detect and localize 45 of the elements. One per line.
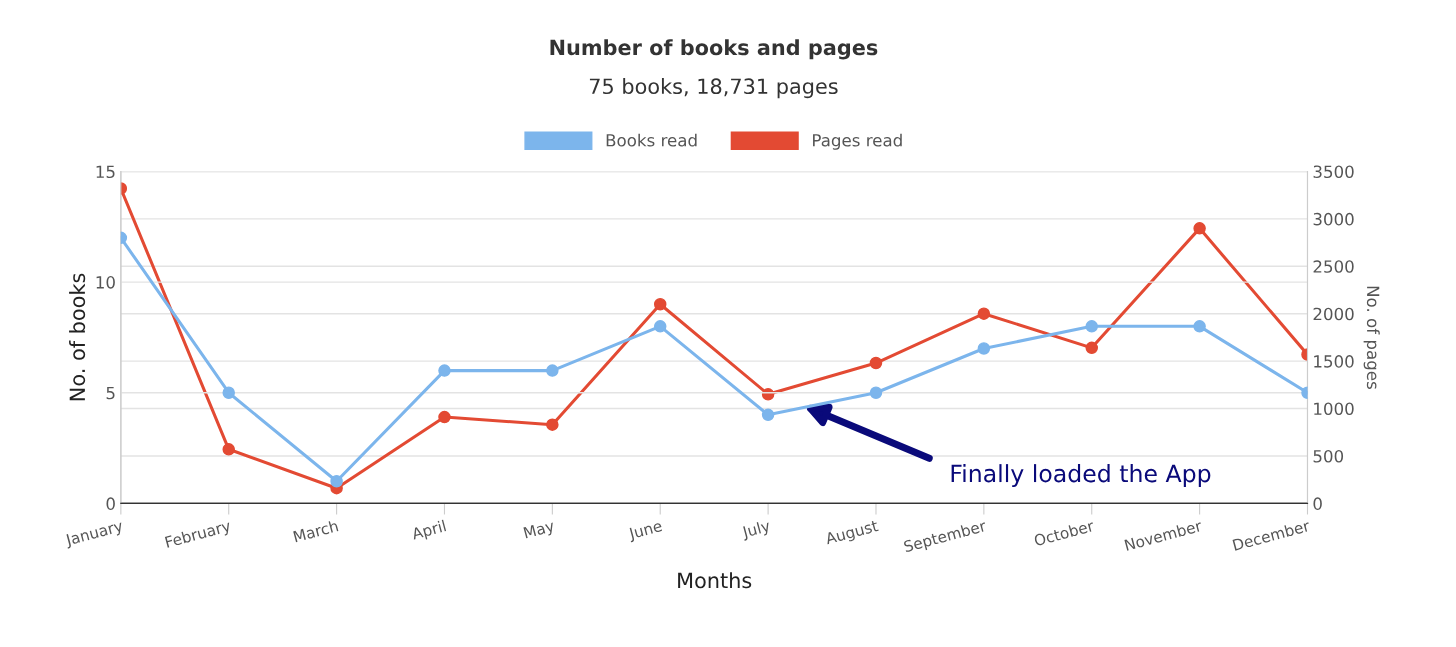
- point: [546, 418, 559, 431]
- point: [1193, 320, 1206, 333]
- y-tick-label: 0: [106, 497, 115, 510]
- y2-tick-label: 2500: [1313, 260, 1354, 273]
- y2-tick-label: 2000: [1313, 307, 1354, 321]
- y2-axis-title: No. of pages: [1363, 286, 1380, 389]
- x-axis-title: Months: [678, 572, 752, 589]
- x-tick-label: April: [410, 519, 447, 543]
- y2-tick-label: 3000: [1313, 212, 1354, 226]
- y2-tick-label: 3500: [1313, 165, 1354, 179]
- chart-subtitle: 75 books, 18,731 pages: [589, 77, 838, 99]
- x-tick-label: October: [1033, 519, 1095, 547]
- point: [1085, 341, 1098, 355]
- point: [761, 408, 775, 422]
- x-tick-label: March: [293, 519, 339, 543]
- point: [869, 356, 883, 370]
- point: [869, 386, 883, 399]
- legend-label: Books read: [606, 133, 697, 147]
- point: [977, 342, 991, 355]
- point: [330, 474, 343, 488]
- point: [977, 307, 991, 320]
- point: [1085, 320, 1098, 333]
- point: [546, 364, 559, 377]
- point: [438, 410, 451, 424]
- y-tick-label: 15: [96, 165, 115, 179]
- x-tick-label: July: [740, 519, 772, 541]
- x-tick-label: May: [523, 519, 556, 542]
- point: [222, 386, 235, 399]
- chart-title: Number of books and pages: [550, 39, 878, 60]
- x-tick-label: June: [627, 520, 664, 543]
- y2-tick-label: 1000: [1314, 402, 1354, 416]
- point: [653, 320, 667, 333]
- y2-tick-label: 0: [1313, 497, 1322, 510]
- annotation: Finally loaded the App: [951, 464, 1211, 487]
- y-tick-label: 5: [106, 386, 115, 400]
- y2-tick-label: 500: [1313, 449, 1344, 463]
- point: [438, 364, 451, 377]
- point: [222, 443, 235, 456]
- y-axis-title: No. of books: [69, 273, 86, 401]
- point: [653, 297, 667, 311]
- legend-label: Pages read: [813, 133, 902, 150]
- y2-tick-label: 1500: [1314, 355, 1354, 368]
- x-tick-label: August: [824, 519, 880, 548]
- y-tick-label: 10: [96, 276, 115, 289]
- point: [1193, 222, 1206, 235]
